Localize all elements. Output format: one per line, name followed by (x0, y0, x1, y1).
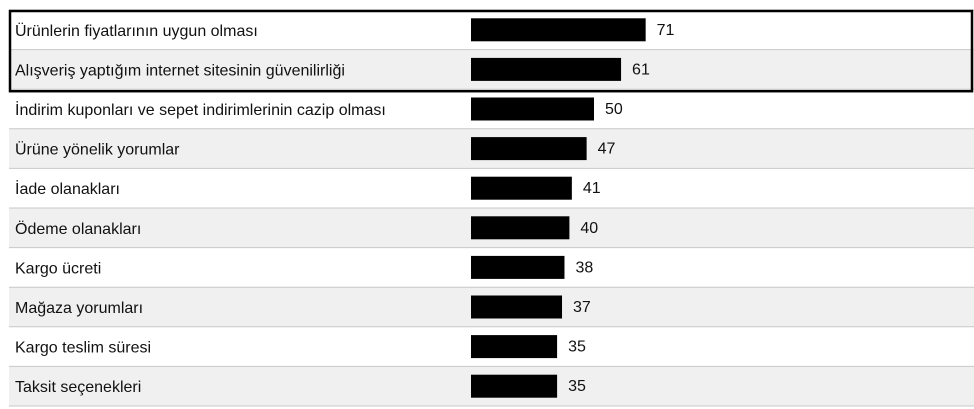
bar (471, 374, 558, 398)
category-label: Mağaza yorumları (15, 300, 143, 317)
bar (471, 97, 594, 121)
highlight-box (8, 9, 974, 93)
value-label: 50 (605, 101, 623, 118)
value-label: 37 (573, 299, 591, 316)
value-label: 41 (583, 180, 601, 197)
bar (471, 255, 565, 279)
value-label: 40 (580, 220, 598, 237)
bar (471, 57, 622, 81)
bar (471, 216, 570, 240)
value-label: 38 (575, 259, 593, 276)
value-label: 35 (568, 339, 586, 356)
value-label: 35 (568, 378, 586, 395)
value-label: 61 (632, 61, 650, 78)
bar (471, 176, 572, 200)
category-label: İndirim kuponları ve sepet indirimlerini… (15, 100, 386, 119)
category-label: Kargo teslim süresi (15, 340, 151, 357)
bar (471, 295, 563, 319)
category-label: Kargo ücreti (15, 260, 101, 277)
category-label: Ürünlerin fiyatlarının uygun olması (15, 22, 258, 40)
value-label: 71 (657, 22, 675, 39)
category-label: Taksit seçenekleri (15, 379, 141, 396)
bar (471, 137, 587, 161)
category-label: Alışveriş yaptığım internet sitesinin gü… (15, 62, 345, 79)
category-label: Ödeme olanakları (15, 220, 141, 238)
bar (471, 335, 558, 359)
value-label: 47 (598, 141, 616, 158)
bar (471, 18, 646, 42)
category-label: İade olanakları (15, 179, 120, 198)
category-label: Ürüne yönelik yorumlar (15, 141, 180, 159)
